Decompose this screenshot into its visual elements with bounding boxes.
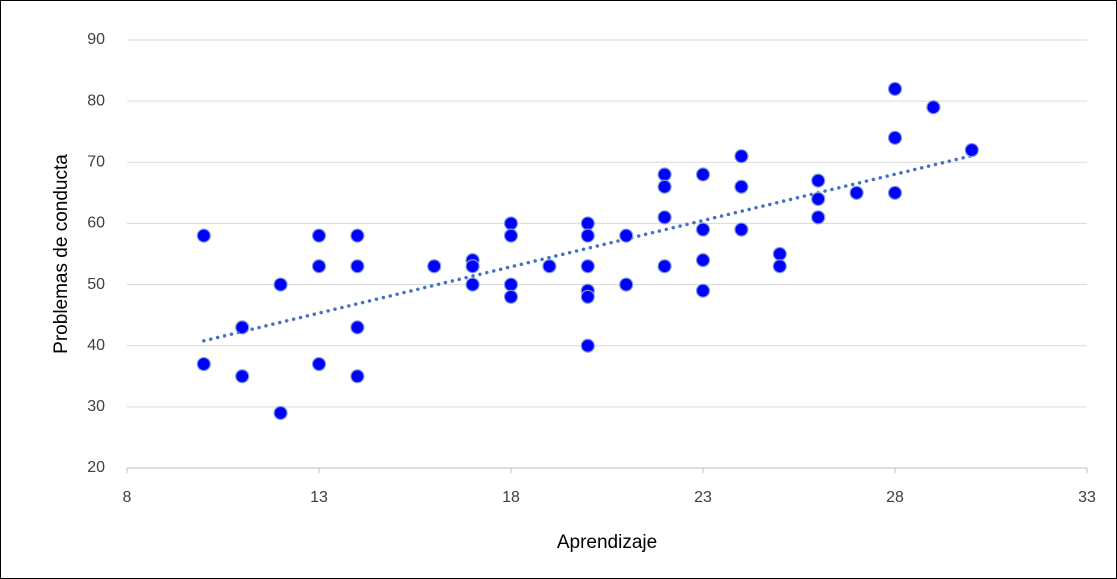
point (695, 222, 711, 237)
y-tick-label: 70 (87, 154, 105, 171)
point (273, 405, 288, 421)
point (580, 289, 595, 304)
point (350, 228, 365, 243)
point (311, 228, 327, 243)
point (350, 259, 365, 274)
point (849, 185, 864, 200)
x-tick-label: 18 (502, 489, 520, 506)
point (465, 259, 480, 274)
point (580, 338, 595, 353)
point (235, 320, 250, 335)
point (580, 228, 595, 243)
y-tick-label: 40 (87, 337, 105, 354)
point (196, 356, 211, 372)
point (503, 228, 519, 243)
point (465, 277, 480, 292)
point (887, 81, 903, 97)
point (887, 185, 903, 200)
point (734, 179, 749, 194)
point (772, 246, 787, 262)
point (734, 149, 749, 164)
x-tick-label: 8 (123, 489, 132, 506)
point (350, 369, 365, 384)
point (273, 277, 288, 292)
point (926, 100, 941, 115)
point (964, 142, 979, 158)
point (503, 216, 519, 231)
point (619, 277, 634, 292)
point (695, 283, 711, 298)
point (311, 259, 327, 274)
x-tick-label: 33 (1078, 489, 1096, 506)
point (657, 179, 672, 194)
point (811, 210, 826, 225)
point (811, 191, 826, 207)
point (427, 259, 442, 274)
point (734, 222, 749, 237)
point (311, 356, 327, 372)
point (580, 259, 595, 274)
y-axis-title: Problemas de conducta (51, 154, 72, 354)
point (235, 369, 250, 384)
x-axis-title: Aprendizaje (557, 532, 657, 553)
point (542, 259, 557, 274)
point (695, 167, 711, 182)
point (695, 253, 711, 268)
point (619, 228, 634, 243)
point (887, 130, 903, 145)
y-tick-label: 20 (87, 459, 105, 476)
y-tick-label: 30 (87, 398, 105, 415)
x-tick-label: 28 (886, 489, 904, 506)
x-tick-label: 23 (694, 489, 712, 506)
y-tick-label: 60 (87, 215, 105, 232)
point (503, 277, 519, 292)
x-tick-label: 13 (310, 489, 328, 506)
point (580, 216, 595, 231)
point (811, 173, 826, 188)
point (196, 228, 211, 243)
point (657, 210, 672, 225)
point (772, 259, 787, 274)
point (350, 320, 365, 335)
y-tick-label: 90 (87, 31, 105, 48)
y-tick-label: 80 (87, 92, 105, 109)
point (657, 259, 672, 274)
point (503, 289, 519, 304)
y-tick-label: 50 (87, 276, 105, 293)
point (657, 167, 672, 182)
